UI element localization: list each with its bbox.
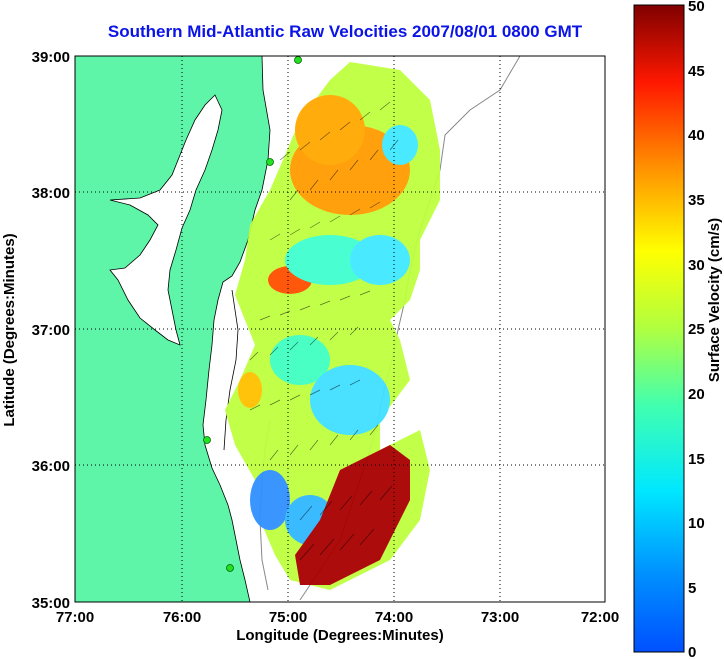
y-axis-label: Latitude (Degrees:Minutes) (1, 233, 18, 426)
y-axis: 39:00 38:00 37:00 36:00 35:00 Latitude (… (1, 49, 70, 612)
map-title: Southern Mid-Atlantic Raw Velocities 200… (107, 22, 583, 41)
barrier-island (223, 289, 239, 451)
x-tick: 77:00 (56, 609, 94, 626)
station-marker (266, 158, 274, 166)
colorbar-tick: 45 (688, 63, 705, 80)
x-tick: 72:00 (581, 609, 619, 626)
colorbar-label: Surface Velocity (cm/s) (706, 218, 723, 382)
colorbar-scale (633, 4, 685, 653)
colorbar-tick: 25 (688, 321, 705, 338)
x-tick: 76:00 (163, 609, 201, 626)
colorbar-tick: 35 (688, 192, 705, 209)
x-tick: 73:00 (481, 609, 519, 626)
y-tick: 35:00 (32, 595, 70, 612)
x-tick: 74:00 (375, 609, 413, 626)
colorbar-tick: 5 (688, 580, 696, 597)
y-tick: 37:00 (32, 322, 70, 339)
station-marker (226, 564, 234, 572)
station-marker (294, 56, 302, 64)
colorbar-tick: 50 (688, 0, 705, 15)
x-axis-label: Longitude (Degrees:Minutes) (236, 627, 444, 644)
colorbar-tick: 0 (688, 644, 696, 659)
colorbar-tick: 10 (688, 515, 705, 532)
x-tick: 75:00 (269, 609, 307, 626)
station-marker (203, 436, 211, 444)
chesapeake-bay (109, 94, 223, 346)
y-tick: 36:00 (32, 458, 70, 475)
y-tick: 38:00 (32, 185, 70, 202)
colorbar-tick: 15 (688, 451, 705, 468)
colorbar-tick: 40 (688, 127, 705, 144)
map-grid (75, 56, 605, 602)
colorbar-tick: 30 (688, 257, 705, 274)
x-axis: 77:00 76:00 75:00 74:00 73:00 72:00 Long… (56, 609, 619, 644)
colorbar: 50 45 40 35 30 25 20 15 10 5 0 Surface V… (633, 0, 723, 659)
plot-border (74, 55, 606, 603)
radar-stations (203, 56, 302, 572)
colorbar-tick: 20 (688, 386, 705, 403)
y-tick: 39:00 (32, 49, 70, 66)
